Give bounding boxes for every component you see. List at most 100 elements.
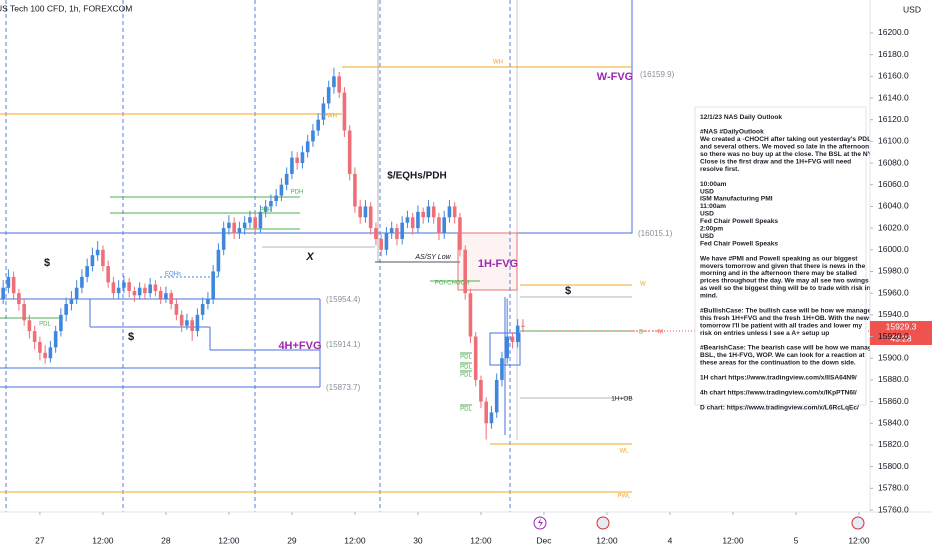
candle-body bbox=[95, 249, 100, 256]
x-tick-label: Dec bbox=[536, 535, 552, 545]
candle bbox=[295, 152, 299, 170]
candle-body bbox=[195, 314, 200, 332]
candle bbox=[200, 297, 205, 321]
candle-body bbox=[48, 347, 53, 359]
y-tick-label: 16060.0 bbox=[878, 179, 909, 189]
label: PDL bbox=[460, 355, 472, 361]
candle bbox=[500, 351, 504, 387]
candle-body bbox=[185, 320, 189, 326]
fvg-1h-box bbox=[457, 232, 518, 291]
note-line: these areas for the continuation to the … bbox=[700, 360, 856, 367]
note-line: #BullishCase: The bullish case will be h… bbox=[700, 307, 871, 314]
candle-body bbox=[384, 233, 389, 250]
label: PDL bbox=[460, 373, 472, 379]
label: 1H-FVG bbox=[478, 258, 518, 270]
label: 4H+FVG bbox=[278, 340, 321, 352]
note-line: prices throughout the day. We may all se… bbox=[700, 278, 869, 285]
candle bbox=[6, 269, 11, 294]
candle-body bbox=[143, 287, 147, 294]
candle bbox=[447, 199, 452, 223]
candle-body bbox=[74, 287, 79, 299]
y-tick-label: 15880.0 bbox=[878, 374, 909, 384]
candle-body bbox=[127, 282, 131, 291]
candle-body bbox=[200, 304, 205, 315]
candle-body bbox=[379, 238, 383, 250]
label: PDH bbox=[291, 190, 304, 196]
candle bbox=[43, 345, 47, 364]
label: PWL bbox=[617, 494, 631, 500]
note-line: this fresh 1H+FVG and the fresh 1H+OB. W… bbox=[700, 315, 873, 322]
y-tick-label: 15960.0 bbox=[878, 287, 909, 297]
candle-body bbox=[305, 141, 310, 153]
event-icon[interactable] bbox=[596, 516, 610, 530]
candle-body bbox=[494, 379, 499, 413]
candle bbox=[437, 212, 441, 241]
candle-body bbox=[316, 119, 320, 131]
y-tick-label: 15840.0 bbox=[878, 418, 909, 428]
candle bbox=[284, 167, 289, 191]
candle bbox=[358, 199, 362, 224]
x-tick-label: 12:00 bbox=[848, 535, 870, 545]
candle bbox=[311, 124, 315, 147]
candle bbox=[384, 227, 389, 256]
note-line: 4h chart https://www.tradingview.com/x/I… bbox=[700, 389, 857, 396]
note-line: USD bbox=[700, 233, 714, 240]
candle bbox=[232, 217, 236, 239]
label: PDL bbox=[39, 322, 51, 328]
last-price: 15929.3 bbox=[886, 321, 917, 331]
label: $ bbox=[44, 257, 50, 269]
note-line: 2:00pm bbox=[700, 226, 723, 233]
candle-body bbox=[1, 287, 5, 299]
candle-body bbox=[80, 276, 84, 288]
price-axis bbox=[870, 0, 932, 550]
candles bbox=[1, 67, 525, 440]
candle bbox=[452, 202, 457, 224]
candle-body bbox=[510, 336, 515, 342]
candle bbox=[269, 194, 273, 212]
event-icon[interactable] bbox=[851, 516, 865, 530]
note-line: ISM Manufacturing PMI bbox=[700, 196, 773, 203]
x-tick-label: 12:00 bbox=[218, 535, 240, 545]
candle bbox=[132, 286, 137, 302]
candle-body bbox=[53, 331, 58, 348]
candle bbox=[326, 80, 331, 109]
last-price-box bbox=[870, 321, 932, 345]
annotations: W-FVG (16159.9) WH PWH PDH PDH EQHs PDL … bbox=[39, 60, 674, 500]
candle-body bbox=[237, 228, 242, 234]
pdh-lines bbox=[0, 196, 632, 406]
candle-body bbox=[111, 282, 116, 294]
candle bbox=[179, 310, 184, 333]
note-line: and several others. We moved so late in … bbox=[700, 144, 869, 151]
y-tick-label: 15780.0 bbox=[878, 483, 909, 493]
candle bbox=[242, 216, 247, 235]
y-tick-label: 16100.0 bbox=[878, 136, 909, 146]
candle-body bbox=[132, 290, 137, 296]
label: $ bbox=[565, 285, 571, 297]
candle bbox=[64, 297, 68, 322]
candle-body bbox=[221, 228, 226, 250]
candle-body bbox=[311, 130, 315, 142]
note-line: 12/1/23 NAS Daily Outlook bbox=[700, 114, 782, 121]
candle bbox=[374, 222, 378, 246]
candle bbox=[416, 205, 420, 234]
candle-body bbox=[358, 206, 362, 218]
countdown: 43:28 bbox=[890, 333, 912, 343]
candle-body bbox=[253, 217, 257, 229]
candle-body bbox=[342, 92, 347, 131]
candle-body bbox=[11, 276, 16, 294]
currency: USD bbox=[903, 4, 921, 14]
note: 12/1/23 NAS Daily Outlook #NAS #DailyOutl… bbox=[700, 114, 876, 412]
candle-body bbox=[368, 206, 373, 229]
label: PDH bbox=[260, 208, 273, 214]
candle bbox=[489, 405, 494, 429]
candle-body bbox=[463, 249, 467, 294]
label: (15873.7) bbox=[326, 383, 361, 392]
candle bbox=[405, 210, 410, 229]
candle-body bbox=[106, 266, 110, 283]
candle bbox=[101, 245, 105, 272]
label: (16159.9) bbox=[640, 70, 675, 79]
y-tick-label: 15820.0 bbox=[878, 439, 909, 449]
candle-body bbox=[452, 206, 457, 218]
label: (15954.4) bbox=[326, 295, 361, 304]
label: X bbox=[305, 251, 314, 263]
